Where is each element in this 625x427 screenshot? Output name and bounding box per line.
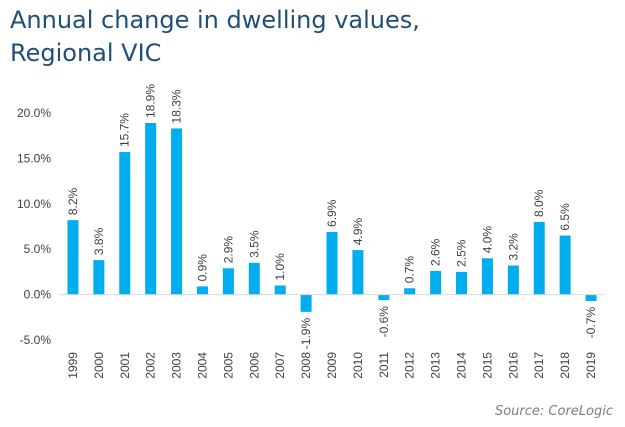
- bar-2018: [559, 235, 571, 295]
- y-tick-label: 0.0%: [24, 288, 52, 302]
- bar-2003: [171, 128, 183, 295]
- bar-2000: [93, 260, 105, 295]
- data-label-2013: 2.6%: [429, 238, 443, 266]
- data-labels: 8.2% 3.8% 15.7% 18.9% 18.3% 0.9% 2.9% 3.5% 1.0% -…: [66, 84, 598, 350]
- bar-2007: [274, 285, 286, 295]
- x-tick-label: 2002: [144, 352, 158, 379]
- bar-2010: [352, 250, 364, 295]
- bar-2009: [326, 231, 338, 295]
- chart-source: Source: CoreLogic: [494, 404, 613, 419]
- data-label-2008: -1.9%: [299, 318, 313, 350]
- data-label-2001: 15.7%: [118, 113, 132, 147]
- x-tick-label: 2014: [455, 352, 469, 379]
- bar-2006: [248, 262, 260, 295]
- x-tick-label: 1999: [66, 352, 80, 379]
- x-tick-label: 2012: [403, 352, 417, 379]
- x-tick-label: 2013: [429, 352, 443, 379]
- x-tick-label: 2003: [170, 352, 184, 379]
- data-label-2018: 6.5%: [558, 203, 572, 231]
- x-tick-label: 2000: [92, 352, 106, 379]
- data-label-2017: 8.0%: [532, 189, 546, 217]
- y-tick-label: -5.0%: [20, 333, 52, 347]
- data-label-2002: 18.9%: [144, 84, 158, 118]
- bar-2011: [378, 294, 390, 301]
- x-tick-label: 2019: [584, 352, 598, 379]
- data-label-2011: -0.6%: [377, 306, 391, 338]
- x-tick-label: 2004: [195, 352, 209, 379]
- data-label-2003: 18.3%: [170, 89, 184, 123]
- bar-2005: [222, 268, 234, 295]
- x-tick-label: 2008: [299, 352, 313, 379]
- data-label-2006: 3.5%: [247, 230, 261, 258]
- data-label-2019: -0.7%: [584, 307, 598, 339]
- x-tick-label: 2016: [506, 352, 520, 379]
- x-tick-label: 2001: [118, 352, 132, 379]
- data-label-2000: 3.8%: [92, 227, 106, 255]
- data-label-2014: 2.5%: [455, 239, 469, 267]
- x-tick-label: 2009: [325, 352, 339, 379]
- data-label-2009: 6.9%: [325, 199, 339, 227]
- x-tick-label: 2011: [377, 352, 391, 378]
- y-tick-label: 10.0%: [17, 197, 51, 211]
- bar-2008: [300, 294, 312, 312]
- bar-2016: [507, 265, 519, 295]
- y-axis-ticks: -5.0% 0.0% 5.0% 10.0% 15.0% 20.0%: [17, 106, 51, 347]
- bar-1999: [67, 220, 79, 295]
- chart-title-line-1: Annual change in dwelling values,: [10, 6, 420, 34]
- bar-2013: [430, 270, 442, 295]
- y-tick-label: 20.0%: [17, 106, 51, 120]
- x-tick-label: 2010: [351, 352, 365, 379]
- x-tick-label: 2005: [221, 352, 235, 379]
- x-tick-label: 2007: [273, 352, 287, 379]
- chart-title: Annual change in dwelling values, Region…: [10, 4, 420, 70]
- bars: [67, 122, 597, 312]
- data-label-2010: 4.9%: [351, 217, 365, 245]
- bar-2012: [404, 288, 416, 295]
- x-tick-label: 2017: [532, 352, 546, 379]
- data-label-2004: 0.9%: [195, 254, 209, 282]
- data-label-2016: 3.2%: [506, 233, 520, 261]
- y-tick-label: 15.0%: [17, 151, 51, 165]
- data-label-2005: 2.9%: [221, 236, 235, 264]
- chart-title-line-2: Regional VIC: [10, 39, 162, 67]
- data-label-2012: 0.7%: [403, 256, 417, 284]
- bar-2015: [481, 258, 493, 295]
- data-label-1999: 8.2%: [66, 187, 80, 215]
- bar-2004: [196, 286, 208, 295]
- x-tick-label: 2018: [558, 352, 572, 379]
- bar-2017: [533, 221, 545, 295]
- x-axis-ticks: 1999 2000 2001 2002 2003 2004 2005 2006 2007 2008…: [66, 352, 598, 379]
- bar-2001: [119, 152, 131, 295]
- data-label-2007: 1.0%: [273, 253, 287, 281]
- bar-2014: [456, 271, 468, 295]
- x-tick-label: 2015: [480, 352, 494, 379]
- data-label-2015: 4.0%: [480, 226, 494, 254]
- y-tick-label: 5.0%: [24, 242, 52, 256]
- x-tick-label: 2006: [247, 352, 261, 379]
- bar-2019: [585, 294, 597, 301]
- bar-2002: [145, 122, 157, 295]
